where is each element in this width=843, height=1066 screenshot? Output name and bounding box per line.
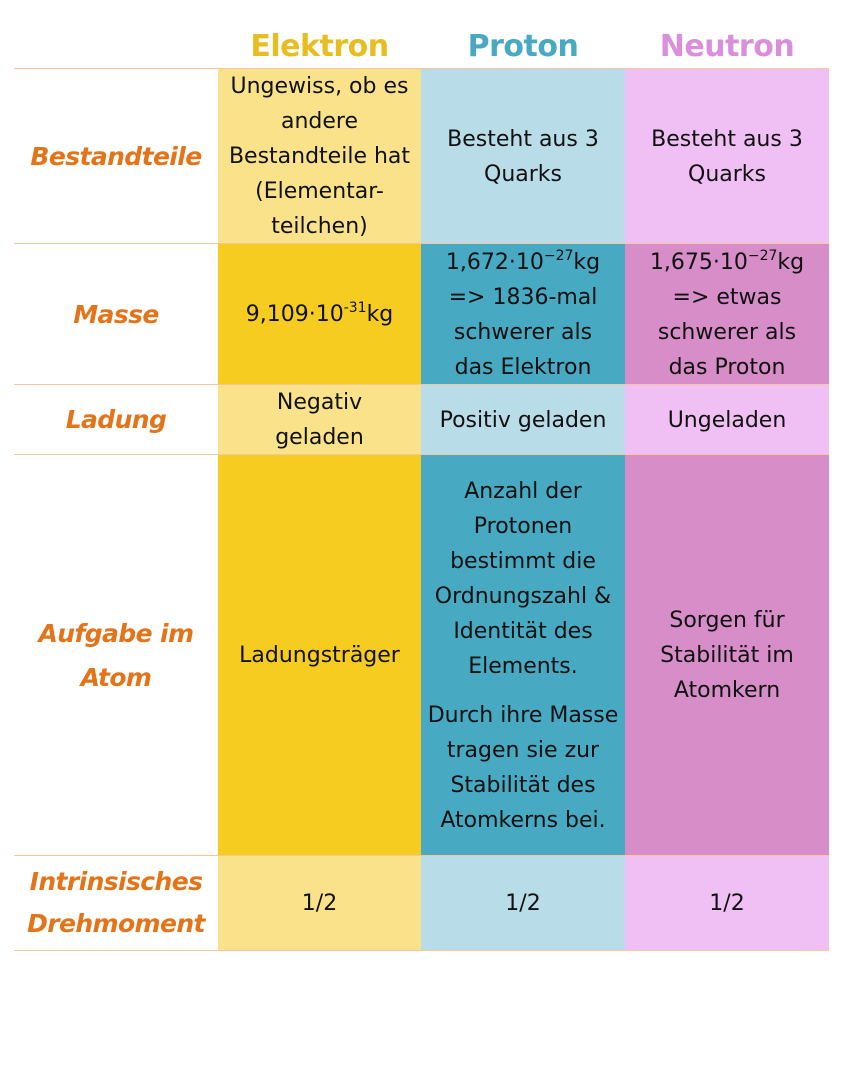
row-ladung: Ladung Negativ geladen Positiv geladen U… [14, 384, 829, 455]
cell-masse-neutron: 1,675·10−27kg => etwas schwerer als das … [625, 244, 829, 385]
cell-ladung-elektron: Negativ geladen [218, 385, 421, 455]
masse-neutron-comparison: => etwas schwerer als das Proton [657, 284, 797, 380]
row-label-aufgabe: Aufgabe im Atom [38, 618, 195, 692]
row-aufgabe: Aufgabe im Atom Ladungsträger Anzahl der… [14, 454, 829, 856]
aufgabe-proton-paragraph-2: Durch ihre Masse tragen sie zur Stabilit… [427, 702, 619, 833]
cell-drehmoment-proton: 1/2 [421, 856, 625, 950]
row-label-masse: Masse [73, 299, 159, 329]
cell-aufgabe-neutron: Sorgen für Stabilität im Atomkern [625, 455, 829, 856]
aufgabe-proton-paragraph-1: Anzahl der Protonen bestimmt die Ordnung… [434, 478, 612, 679]
row-masse: Masse 9,109·10-31kg 1,672·10−27kg => 183… [14, 243, 829, 385]
masse-proton-value: 1,672·10−27kg [445, 247, 601, 275]
cell-bestandteile-proton: Besteht aus 3 Quarks [421, 69, 625, 244]
row-drehmoment: Intrinsisches Drehmoment 1/2 1/2 1/2 [14, 855, 829, 951]
cell-ladung-proton: Positiv geladen [421, 385, 625, 455]
cell-masse-proton: 1,672·10−27kg => 1836-mal schwerer als d… [421, 244, 625, 385]
row-label-bestandteile: Bestandteile [30, 141, 202, 171]
column-header-neutron: Neutron [659, 28, 795, 64]
row-label-drehmoment: Intrinsisches Drehmoment [27, 866, 205, 939]
row-bestandteile: Bestandteile Ungewiss, ob es andere Best… [14, 68, 829, 244]
cell-drehmoment-elektron: 1/2 [218, 856, 421, 950]
masse-proton-comparison: => 1836-mal schwerer als das Elektron [448, 284, 598, 380]
cell-bestandteile-elektron: Ungewiss, ob es andere Bestandteile hat … [218, 69, 421, 244]
row-label-ladung: Ladung [65, 405, 167, 435]
cell-aufgabe-proton: Anzahl der Protonen bestimmt die Ordnung… [421, 455, 625, 856]
cell-aufgabe-elektron: Ladungsträger [218, 455, 421, 856]
cell-drehmoment-neutron: 1/2 [625, 856, 829, 950]
masse-elektron-value: 9,109·10-31kg [245, 300, 394, 327]
masse-neutron-value: 1,675·10−27kg [649, 247, 805, 275]
column-header-proton: Proton [467, 28, 579, 64]
cell-ladung-neutron: Ungeladen [625, 385, 829, 455]
cell-masse-elektron: 9,109·10-31kg [218, 244, 421, 385]
cell-bestandteile-neutron: Besteht aus 3 Quarks [625, 69, 829, 244]
column-header-elektron: Elektron [250, 28, 389, 64]
